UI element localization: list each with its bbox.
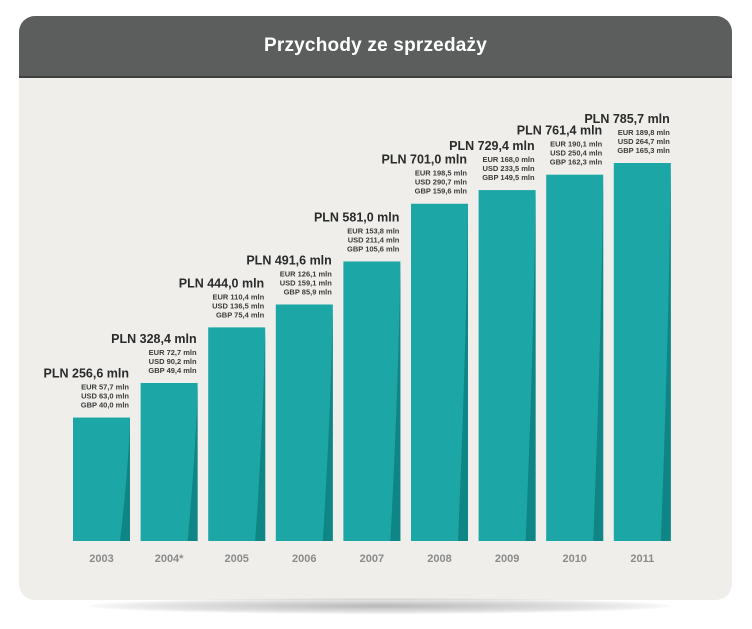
bars-layer xyxy=(73,163,671,541)
x-tick-label: 2004* xyxy=(155,553,184,565)
bar-label-pln: PLN 761,4 mln xyxy=(517,124,602,138)
bar-fold xyxy=(458,207,468,541)
bar-label-eur: EUR 189,8 mln xyxy=(618,128,671,137)
bar-label-pln: PLN 729,4 mln xyxy=(449,139,534,153)
bar xyxy=(275,304,333,541)
bar-label-usd: USD 233,5 mln xyxy=(482,164,535,173)
bar-fold xyxy=(255,331,266,541)
bar xyxy=(73,417,130,541)
bar-label-eur: EUR 72,7 mln xyxy=(149,348,197,357)
bar-label-eur: EUR 198,5 mln xyxy=(415,169,468,178)
bar-label-gbp: GBP 159,6 mln xyxy=(415,187,468,196)
bar-label-eur: EUR 126,1 mln xyxy=(280,269,333,278)
bar-label-usd: USD 136,5 mln xyxy=(212,301,265,310)
x-tick-label: 2007 xyxy=(360,553,384,565)
bar xyxy=(343,261,401,541)
bar-label-usd: USD 264,7 mln xyxy=(618,137,671,146)
bar xyxy=(411,203,468,541)
bar-fold xyxy=(593,178,604,541)
bar-group xyxy=(613,163,671,541)
bar-group xyxy=(343,261,401,541)
bar-label-usd: USD 211,4 mln xyxy=(348,235,400,244)
bar xyxy=(613,163,671,541)
bar-label-eur: EUR 190,1 mln xyxy=(550,140,603,149)
bar xyxy=(546,174,604,541)
bar-label-eur: EUR 153,8 mln xyxy=(347,226,400,235)
x-tick-label: 2003 xyxy=(89,553,113,565)
bar-label-pln: PLN 491,6 mln xyxy=(246,253,331,267)
bar-label-gbp: GBP 40,0 mln xyxy=(81,401,130,410)
bar-label-pln: PLN 444,0 mln xyxy=(179,276,264,290)
bar-label-pln: PLN 701,0 mln xyxy=(382,153,467,167)
bar-group xyxy=(275,304,333,541)
bar-fold xyxy=(187,387,198,541)
x-tick-label: 2011 xyxy=(630,553,654,565)
bar xyxy=(478,190,536,541)
bar-label-eur: EUR 57,7 mln xyxy=(81,383,129,392)
bar-label-gbp: GBP 149,5 mln xyxy=(482,173,535,182)
bar-label-usd: USD 63,0 mln xyxy=(81,392,129,401)
x-tick-label: 2009 xyxy=(495,553,519,565)
bar-fold xyxy=(322,308,333,541)
bar-label-pln: PLN 581,0 mln xyxy=(314,210,399,224)
x-tick-label: 2006 xyxy=(292,553,316,565)
x-tick-label: 2005 xyxy=(224,553,248,565)
bar-fold xyxy=(120,421,130,541)
bar-group xyxy=(546,174,604,541)
bar-label-eur: EUR 168,0 mln xyxy=(482,155,535,164)
bar-label-gbp: GBP 49,4 mln xyxy=(148,366,197,375)
bar-group xyxy=(140,383,198,541)
bar-group xyxy=(208,327,266,541)
chart-title: Przychody ze sprzedaży xyxy=(264,35,487,56)
bar xyxy=(208,327,266,541)
bar-fold xyxy=(525,194,536,541)
bar-label-usd: USD 159,1 mln xyxy=(280,278,333,287)
bar-label-gbp: GBP 165,3 mln xyxy=(617,146,670,155)
bar-label-usd: USD 90,2 mln xyxy=(149,357,197,366)
bar xyxy=(140,383,198,541)
bar-label-usd: USD 250,4 mln xyxy=(550,149,603,158)
bar-label-gbp: GBP 162,3 mln xyxy=(550,158,603,167)
bar-group xyxy=(478,190,536,541)
bar-label-gbp: GBP 105,6 mln xyxy=(347,244,400,253)
x-axis-labels: 2003 2004* 2005 2006 2007 2008 2009 2010 2011 xyxy=(89,553,654,565)
bar-fold xyxy=(660,167,671,541)
x-tick-label: 2008 xyxy=(427,553,451,565)
bar-label-gbp: GBP 85,9 mln xyxy=(284,287,333,296)
bar-group xyxy=(73,417,130,541)
x-tick-label: 2010 xyxy=(562,553,586,565)
chart-header: Przychody ze sprzedaży xyxy=(19,16,732,78)
bar-label-eur: EUR 110,4 mln xyxy=(212,292,264,301)
bar-label-pln: PLN 785,7 mln xyxy=(584,112,669,126)
bar-fold xyxy=(390,265,401,541)
bar-label-usd: USD 290,7 mln xyxy=(415,178,468,187)
bar-label-pln: PLN 256,6 mln xyxy=(44,367,129,381)
card-shadow xyxy=(90,598,670,614)
bar-label-pln: PLN 328,4 mln xyxy=(111,332,196,346)
bar-group xyxy=(411,203,468,541)
bar-label-gbp: GBP 75,4 mln xyxy=(216,310,265,319)
